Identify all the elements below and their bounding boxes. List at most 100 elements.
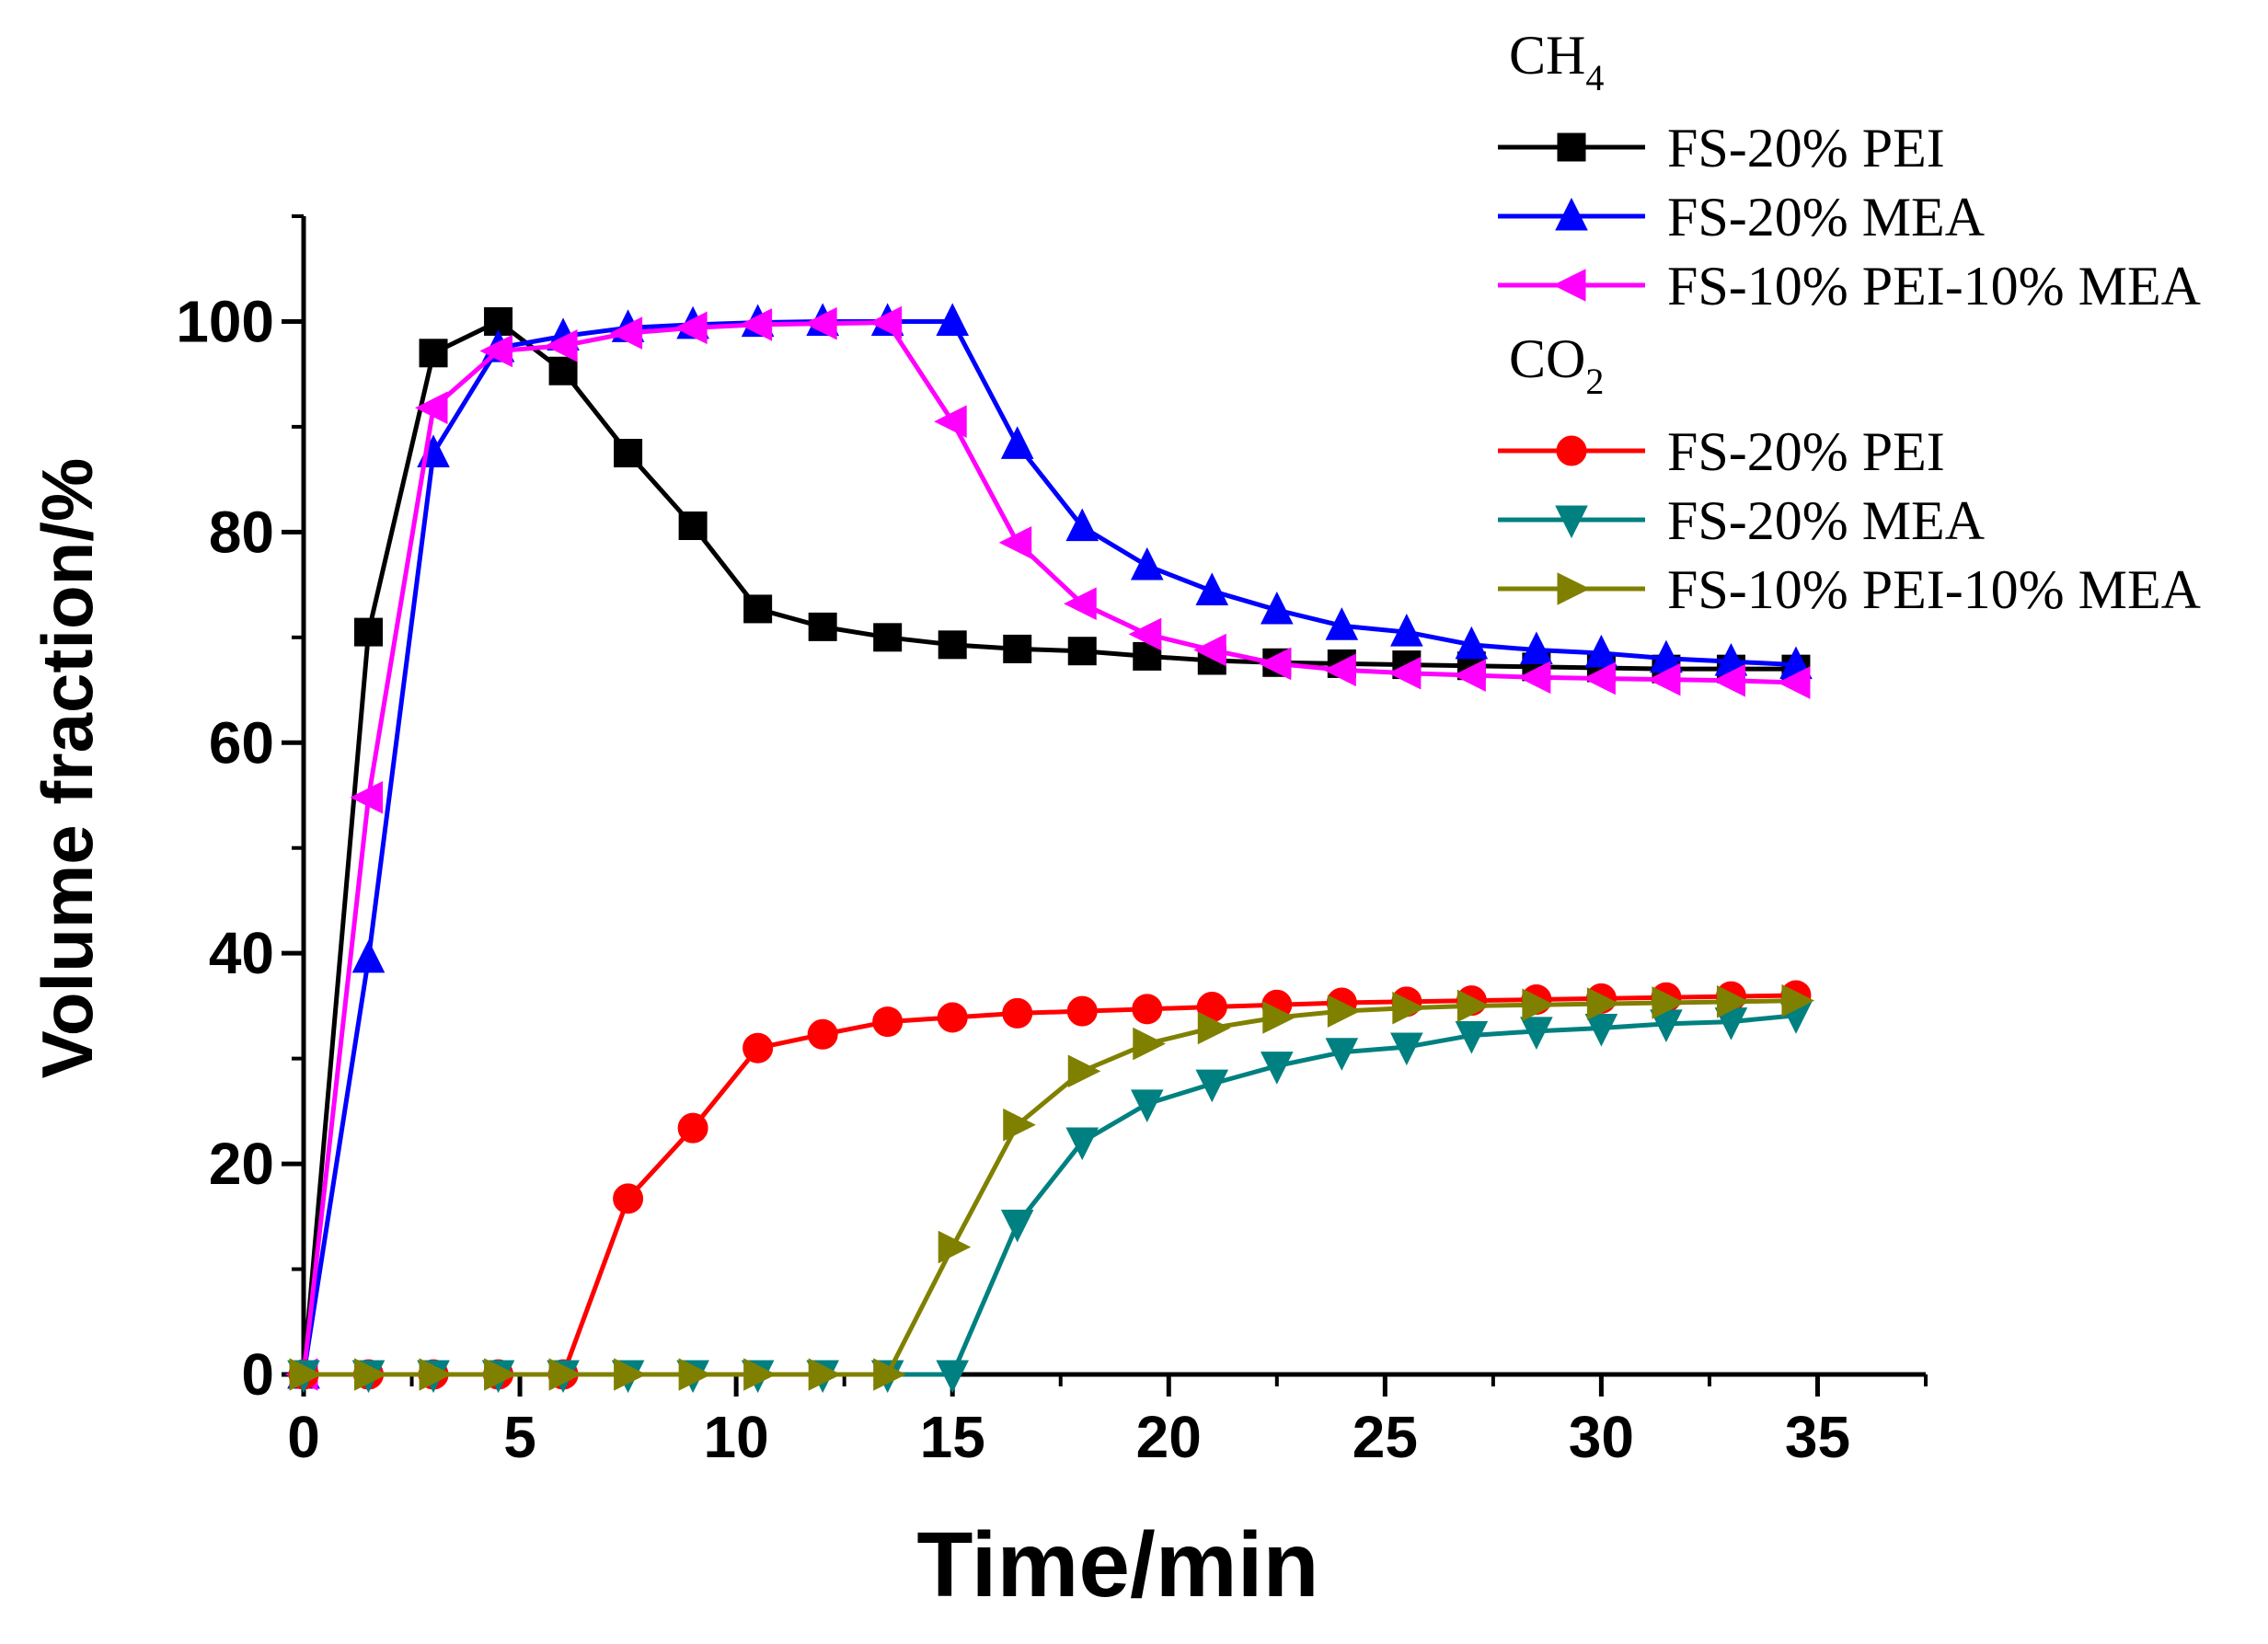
legend-label: FS-10% PEI-10% MEA [1667,559,2201,620]
data-point [1327,994,1361,1028]
data-point [609,316,643,350]
data-point [1133,1027,1166,1061]
legend-label: FS-20% PEI [1667,421,1945,482]
data-point [1130,546,1164,581]
legend-label: FS-10% PEI-10% MEA [1667,256,2201,316]
legend-item: FS-20% PEI [1498,118,1945,178]
data-point [807,1018,838,1050]
x-tick-label: 25 [1353,1404,1418,1470]
x-tick-label: 15 [920,1404,985,1470]
legend-group-title: CH4 [1509,25,1604,98]
data-point [1000,1209,1034,1243]
data-point [1652,986,1686,1019]
data-point [1067,637,1097,666]
data-point [1000,426,1034,459]
data-point [1325,607,1359,640]
legend-item: FS-20% MEA [1498,490,1985,551]
data-point [1455,626,1489,660]
data-point [1128,617,1162,651]
x-tick-label: 30 [1569,1404,1634,1470]
x-tick-label: 20 [1136,1404,1202,1470]
series-1 [289,306,1811,1389]
data-point [1067,1054,1101,1088]
data-point [804,306,837,340]
data-point [1555,505,1588,539]
y-tick-label: 40 [209,920,274,986]
data-point [1455,1020,1489,1054]
data-point [1065,508,1099,542]
data-point [1781,983,1815,1017]
legend-item: FS-10% PEI-10% MEA [1498,559,2201,620]
legend-label: FS-20% MEA [1667,490,1985,551]
data-point [544,328,578,362]
data-point [739,308,773,341]
data-point [936,303,970,336]
data-point [1552,269,1586,302]
data-point [1387,656,1422,690]
data-point [1260,1052,1294,1085]
data-point [1456,989,1491,1023]
data-point [614,439,643,468]
data-point [1392,991,1425,1025]
data-point [937,1002,968,1033]
legend-item: FS-10% PEI-10% MEA [1498,256,2201,316]
data-point [1390,613,1423,647]
x-tick-label: 5 [503,1404,536,1470]
data-point [1520,631,1553,665]
series-line [301,320,1797,1375]
data-point [1260,591,1294,625]
y-tick-label: 60 [209,709,274,776]
data-point [998,526,1032,559]
legend-item: FS-20% PEI [1498,421,1945,482]
y-tick-label: 80 [209,499,274,565]
data-point [938,1230,972,1264]
data-point [674,311,708,345]
data-point [743,1358,777,1391]
data-point [743,1032,774,1063]
data-point [808,1358,842,1391]
data-point [938,630,967,660]
series-5 [287,1001,1813,1394]
data-point [872,1006,904,1038]
series-6 [289,983,1815,1391]
data-point [548,1358,582,1391]
data-point [1517,661,1551,695]
x-tick-label: 0 [287,1404,320,1470]
data-point [1065,1127,1099,1161]
data-point [1195,1069,1229,1103]
data-point [1583,661,1616,696]
legend-group-title-subscript: 2 [1585,361,1604,402]
data-point [1557,132,1586,162]
data-point [1777,666,1811,699]
x-tick-label: 35 [1785,1404,1850,1470]
legend-group-title: CO2 [1509,328,1604,402]
series-2 [287,303,1813,1389]
data-point [1193,633,1226,667]
data-point [1262,1001,1295,1034]
data-point [1584,634,1618,668]
series-line [304,998,1797,1377]
y-tick-label: 20 [209,1131,274,1197]
series-line [304,1013,1797,1377]
data-point [1258,647,1292,681]
legend: CH4 FS-20% PEI FS-20% MEA FS-10% PEI-10% ME… [1498,25,2201,620]
data-point [1520,1017,1553,1050]
series-group [284,303,1815,1394]
series-line [301,318,1797,1375]
data-point [614,1358,647,1391]
data-point [419,339,448,368]
data-point [1584,1013,1618,1047]
data-point [1555,197,1588,231]
data-point [354,617,384,647]
data-point [1195,572,1229,605]
data-point [873,623,903,652]
data-point [1132,994,1163,1025]
series-3 [284,305,1811,1391]
data-point [1323,653,1356,687]
series-line [301,318,1796,1375]
data-point [419,1358,453,1391]
data-point [1130,1089,1164,1122]
data-point [743,594,773,624]
x-tick-label: 10 [704,1404,769,1470]
